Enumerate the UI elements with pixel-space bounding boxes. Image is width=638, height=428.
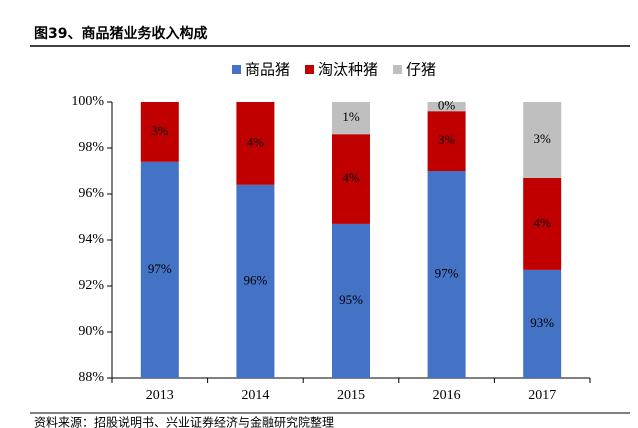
legend-label: 仔猪 [406,61,436,79]
data-label: 96% [243,272,267,287]
bar-segment [523,177,562,270]
bar-segment [523,269,562,378]
data-label: 97% [435,265,459,280]
y-tick-label: 90% [78,324,104,339]
source: 资料来源：招股说明书、兴业证券经济与金融研究院整理 [34,415,334,428]
bar-segment [140,161,179,378]
bar-segment [427,171,466,378]
data-label: 3% [438,132,456,147]
chart-title: 图39、商品猪业务收入构成 [34,25,207,42]
y-tick-label: 94% [78,232,104,247]
bar-segment [427,111,466,171]
x-tick-label: 2016 [433,388,461,403]
legend-label: 淘汰种猪 [318,61,378,79]
legend-swatch [305,65,315,74]
x-tick-label: 2013 [146,388,174,403]
bar-segment [427,102,466,112]
bar-segment [523,102,562,178]
legend-swatch [393,65,403,74]
y-tick-label: 98% [78,140,104,155]
legend-label: 商品猪 [245,61,290,79]
bar-segment [236,102,275,185]
data-label: 95% [339,292,363,307]
bar-segment [236,184,275,378]
bar-segment [332,223,370,378]
data-label: 3% [534,131,552,146]
x-tick-label: 2014 [241,388,269,403]
data-label: 97% [148,261,172,276]
data-label: 0% [438,98,456,113]
y-tick-label: 92% [78,278,104,293]
data-label: 4% [247,134,265,149]
data-label: 93% [530,315,554,330]
bar-segment [332,134,370,224]
y-tick-label: 88% [78,370,104,385]
data-label: 4% [342,170,360,185]
bar-segment [332,102,370,135]
legend-swatch [232,65,241,74]
bar-segment [140,102,179,162]
data-label: 1% [342,109,360,124]
data-label: 4% [534,215,552,230]
y-tick-label: 96% [78,186,104,201]
data-label: 3% [151,123,169,138]
y-tick-label: 100% [71,94,104,109]
x-tick-label: 2015 [337,388,365,403]
x-tick-label: 2017 [528,388,556,403]
